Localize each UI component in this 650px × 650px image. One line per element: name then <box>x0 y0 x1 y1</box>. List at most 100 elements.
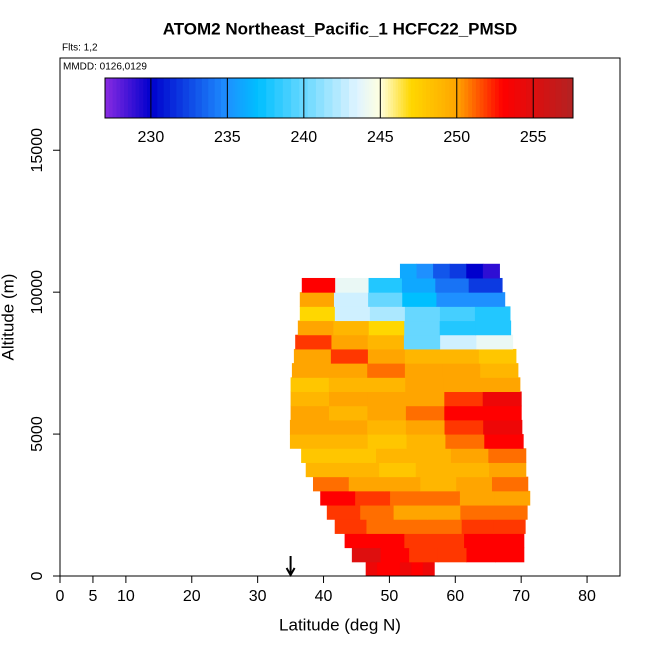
curtain-cell <box>493 505 528 520</box>
colorbar-segment <box>237 78 241 118</box>
curtain-cell <box>405 419 446 435</box>
curtain-cell <box>401 277 436 293</box>
curtain-cell <box>420 476 457 492</box>
curtain-cell <box>331 334 369 350</box>
curtain-cell <box>441 348 480 364</box>
colorbar-segment <box>441 78 446 118</box>
colorbar-segment <box>483 78 488 118</box>
curtain-cell <box>444 419 484 435</box>
colorbar-segment <box>170 78 177 118</box>
curtain-cell <box>289 419 330 435</box>
curtain-cell <box>384 476 421 492</box>
colorbar-segment <box>475 78 481 118</box>
curtain-cell <box>369 306 406 322</box>
colorbar-segment <box>390 78 394 118</box>
colorbar-segment <box>147 78 152 118</box>
curtain-cell <box>439 306 476 322</box>
colorbar-tick-label: 240 <box>290 129 317 146</box>
colorbar-segment <box>368 78 372 118</box>
colorbar-segment <box>108 78 114 118</box>
y-tick-label: 0 <box>29 571 46 580</box>
curtain-cell <box>405 391 445 407</box>
curtain-cell <box>405 377 444 393</box>
colorbar-segment <box>398 78 402 118</box>
x-tick-label: 50 <box>381 588 399 605</box>
x-axis-title: Latitude (deg N) <box>279 615 401 634</box>
curtain-cell <box>299 306 336 322</box>
colorbar-segment <box>332 78 342 118</box>
curtain-cell <box>328 419 368 435</box>
curtain-cell <box>433 263 451 279</box>
curtain-cell <box>290 391 330 407</box>
curtain-cell <box>355 490 391 506</box>
curtain-cell <box>351 547 382 563</box>
colorbar-segment <box>143 78 148 118</box>
curtain-cell <box>474 306 511 322</box>
curtain-cell <box>429 519 463 534</box>
x-tick-label: 0 <box>56 588 65 605</box>
curtain-cell <box>481 377 521 393</box>
curtain-cell <box>380 547 410 563</box>
curtain-cell <box>293 348 332 364</box>
curtain-cell <box>334 306 371 322</box>
curtain-cell <box>404 320 441 336</box>
curtain-cell <box>456 476 493 492</box>
colorbar-segment <box>124 78 129 118</box>
colorbar-segment <box>487 78 492 118</box>
curtain-cell <box>368 292 403 307</box>
colorbar-segment <box>232 78 236 118</box>
curtain-cell <box>333 292 369 307</box>
curtain-cell <box>329 363 368 378</box>
curtain-cell <box>320 490 356 506</box>
curtain-cell <box>435 277 470 293</box>
colorbar-segment <box>418 78 423 118</box>
y-tick-label: 15000 <box>29 128 46 173</box>
colorbar-segment <box>460 78 465 118</box>
colorbar-segment <box>408 78 412 118</box>
colorbar-segment <box>395 78 399 118</box>
curtain-cell <box>459 490 496 506</box>
colorbar-segment <box>498 78 504 118</box>
colorbar-segment <box>400 78 404 118</box>
curtain-cell <box>291 363 331 378</box>
colorbar-segment <box>393 78 397 118</box>
colorbar-segment <box>235 78 239 118</box>
colorbar-segment <box>405 78 409 118</box>
colorbar-segment <box>437 78 442 118</box>
colorbar-segment <box>468 78 473 118</box>
curtain-cell <box>404 306 441 322</box>
colorbar-segment <box>240 78 244 118</box>
curtain-cell <box>461 519 494 534</box>
curtain-cell <box>404 533 435 549</box>
curtain-cell <box>338 448 377 463</box>
curtain-cell <box>377 561 390 577</box>
curtain-cell <box>437 547 467 563</box>
curtain-cell <box>367 405 407 421</box>
colorbar-segment <box>549 78 556 118</box>
y-tick-label: 10000 <box>29 270 46 315</box>
curtain-cell <box>368 320 405 336</box>
colorbar-segment <box>291 78 300 118</box>
colorbar-segment <box>220 78 228 118</box>
colorbar-segment <box>229 78 233 118</box>
colorbar-segment <box>131 78 137 118</box>
curtain-cell <box>405 405 445 421</box>
colorbar-segment <box>357 78 360 118</box>
colorbar-segment <box>163 78 171 118</box>
colorbar-segment <box>242 78 246 118</box>
latitude-marker-head <box>285 567 296 578</box>
colorbar-segment <box>214 78 222 118</box>
colorbar-segment <box>479 78 485 118</box>
curtain-cell <box>334 519 367 534</box>
curtain-cell <box>301 277 336 293</box>
colorbar-segment <box>116 78 121 118</box>
curtain-cell <box>409 547 439 563</box>
curtain-cell <box>413 448 452 463</box>
colorbar-segment <box>537 78 545 118</box>
curtain-cell <box>402 292 437 307</box>
colorbar-segment <box>245 78 249 118</box>
curtain-cell <box>344 533 375 549</box>
curtain-cell <box>478 348 517 364</box>
colorbar-segment <box>201 78 209 118</box>
curtain-cell <box>440 334 477 350</box>
